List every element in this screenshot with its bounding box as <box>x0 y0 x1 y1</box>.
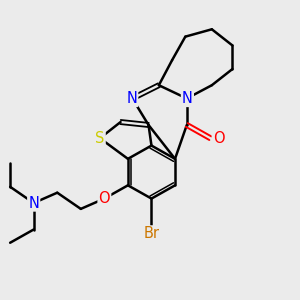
Text: N: N <box>126 91 137 106</box>
Text: Br: Br <box>143 226 160 242</box>
Text: S: S <box>95 131 105 146</box>
Text: O: O <box>213 131 224 146</box>
Text: O: O <box>98 191 110 206</box>
Text: N: N <box>182 91 193 106</box>
Text: N: N <box>28 196 39 211</box>
